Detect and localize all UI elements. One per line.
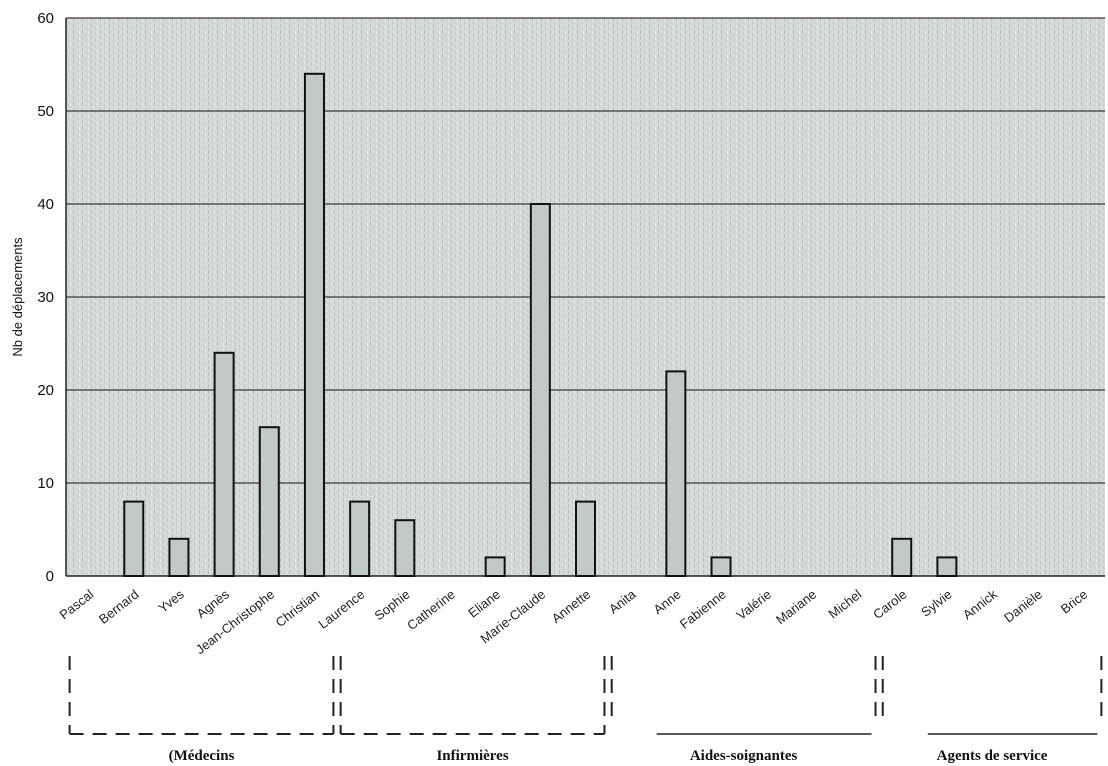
x-tick-label: Carole — [870, 587, 909, 622]
y-tick-label: 0 — [46, 568, 54, 585]
group-label: Aides-soignantes — [690, 748, 798, 764]
x-tick-label: Anne — [651, 587, 684, 618]
y-tick-label: 10 — [37, 475, 54, 492]
y-tick-label: 50 — [37, 103, 54, 120]
bar-eliane — [484, 556, 506, 578]
y-tick-label: 60 — [37, 10, 54, 27]
x-tick-label: Laurence — [316, 587, 368, 632]
x-tick-label: Valérie — [734, 587, 774, 623]
x-tick-label: Agnès — [194, 586, 233, 621]
x-tick-label: Sophie — [372, 587, 413, 624]
x-tick-label: Anita — [606, 586, 639, 617]
bar-bernard — [123, 500, 145, 578]
y-axis-label: Nb de déplacements — [10, 237, 25, 357]
x-tick-label: Danièle — [1001, 587, 1045, 626]
y-tick-label: 20 — [37, 382, 54, 399]
bar-annette — [575, 500, 596, 578]
group-label: (Médecins — [169, 748, 235, 764]
x-tick-label: Fabienne — [677, 587, 729, 632]
x-tick-label: Eliane — [465, 587, 503, 621]
group-label: Agents de service — [937, 748, 1048, 764]
y-tick-label: 30 — [37, 289, 54, 306]
bar-christian — [303, 72, 325, 578]
x-tick-label: Annette — [549, 587, 594, 626]
bar-fabienne — [710, 556, 732, 578]
x-tick-label: Pascal — [56, 586, 96, 622]
x-tick-label: Annick — [960, 586, 1000, 622]
bar-sylvie — [936, 556, 958, 578]
bar-anne — [665, 370, 687, 577]
x-tick-label: Brice — [1058, 587, 1091, 617]
x-tick-label: Christian — [273, 587, 323, 630]
bar-marie-claude — [529, 203, 551, 577]
group-label: Infirmières — [436, 748, 508, 764]
x-tick-label: Yves — [155, 586, 187, 615]
bar-agnès — [213, 351, 235, 577]
y-tick-label: 40 — [37, 196, 54, 213]
bar-laurence — [349, 500, 371, 578]
bar-carole — [891, 537, 913, 577]
bar-jean-christophe — [258, 426, 280, 578]
x-tick-label: Bernard — [96, 587, 142, 627]
bar-sophie — [394, 519, 416, 578]
x-tick-label: Catherine — [404, 587, 458, 634]
x-tick-label: Sylvie — [918, 587, 955, 620]
x-tick-label: Michel — [826, 586, 865, 621]
x-tick-label: Mariane — [773, 587, 819, 628]
bar-yves — [168, 537, 190, 577]
x-tick-label: Jean-Christophe — [193, 587, 277, 658]
